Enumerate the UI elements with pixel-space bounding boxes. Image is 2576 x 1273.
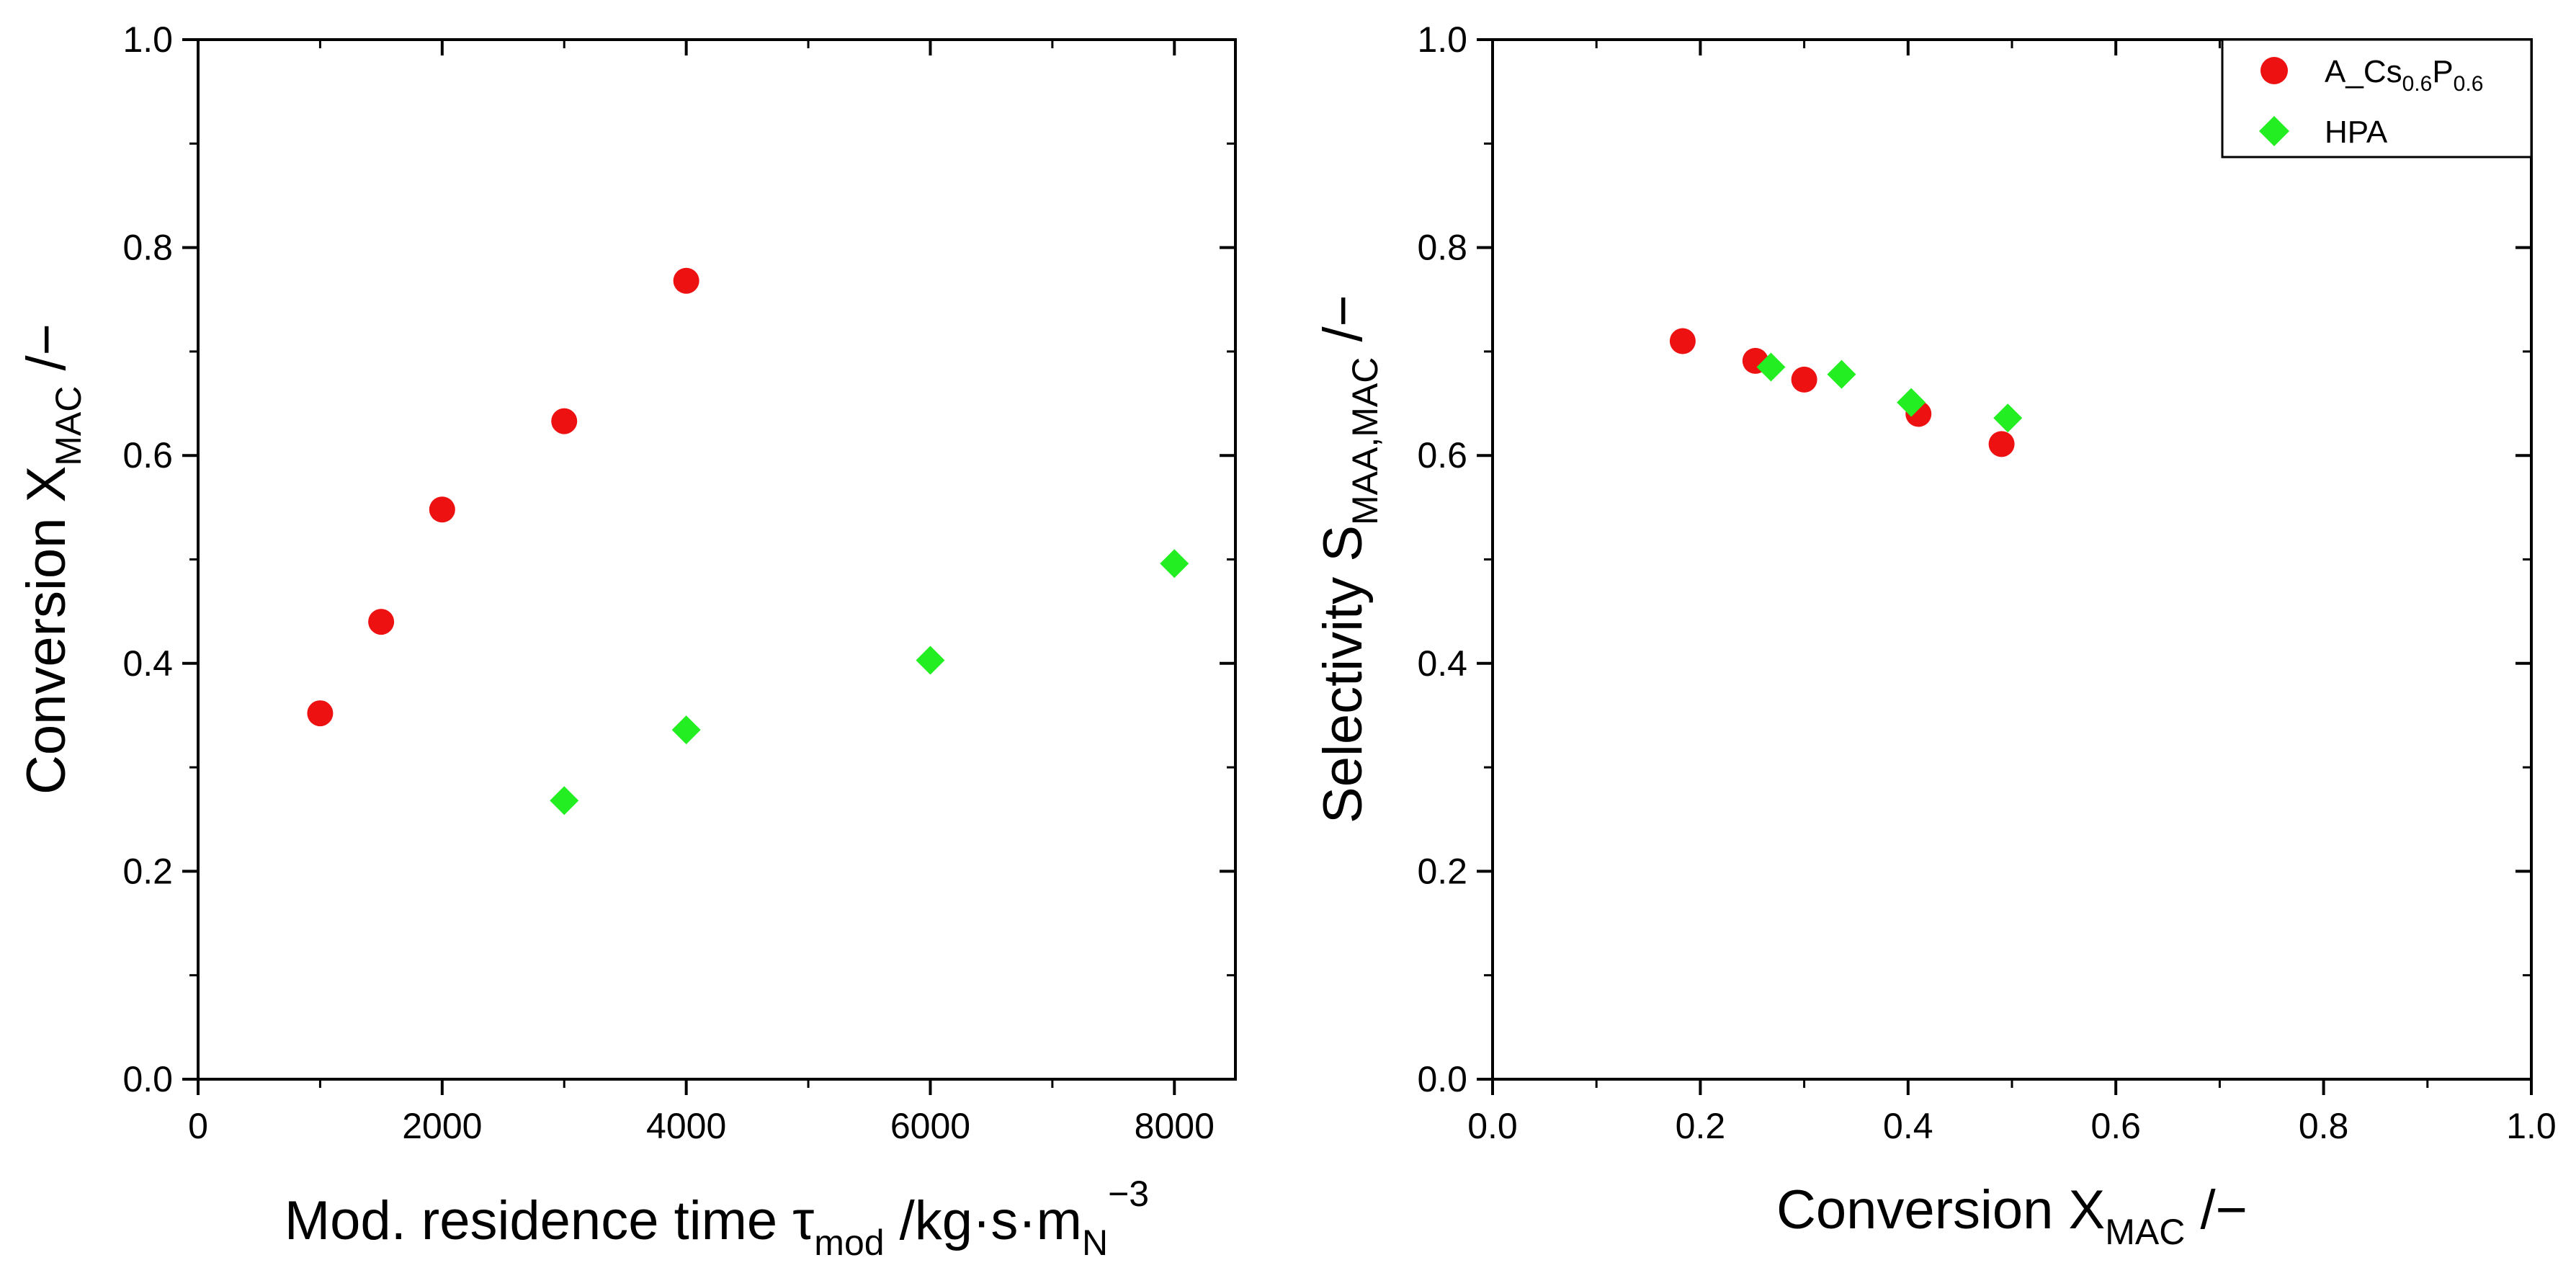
y-tick-label: 1.0 bbox=[1417, 19, 1467, 60]
data-point-hpa bbox=[1827, 359, 1856, 389]
x-tick-label: 0 bbox=[188, 1106, 208, 1146]
y-tick-label: 0.6 bbox=[122, 435, 173, 475]
y-tick-label: 0.8 bbox=[1417, 228, 1467, 268]
data-point-a-cs0-6p0-6 bbox=[1791, 366, 1817, 393]
x-tick-label: 4000 bbox=[646, 1106, 726, 1146]
axis-ticks bbox=[182, 38, 1235, 1095]
y-tick-label: 0.4 bbox=[1417, 643, 1467, 684]
y-tick-label: 0.0 bbox=[122, 1059, 173, 1099]
data-points bbox=[307, 267, 1189, 816]
x-tick-label: 2000 bbox=[402, 1106, 482, 1146]
data-point-hpa bbox=[671, 715, 701, 745]
legend-entry-hpa: HPA bbox=[2259, 115, 2388, 150]
x-tick-label: 0.0 bbox=[1467, 1106, 1518, 1146]
x-tick-labels: 0 2000 4000 6000 8000 bbox=[188, 1106, 1215, 1146]
data-point-a-cs0-6p0-6 bbox=[1669, 328, 1696, 354]
y-tick-label: 0.2 bbox=[1417, 851, 1467, 891]
legend-marker-diamond bbox=[2259, 116, 2289, 146]
x-axis-title: Conversion XMAC /− bbox=[1776, 1179, 2248, 1252]
data-point-a-cs0-6p0-6 bbox=[551, 408, 578, 434]
legend-label-a-cs: A_Cs0.6P0.6 bbox=[2325, 54, 2483, 96]
x-tick-label: 8000 bbox=[1135, 1106, 1215, 1146]
y-axis-title: Conversion XMAC /− bbox=[16, 323, 89, 795]
data-point-a-cs0-6p0-6 bbox=[368, 609, 395, 635]
data-point-hpa bbox=[1756, 352, 1786, 382]
x-tick-labels: 0.0 0.2 0.4 0.6 0.8 1.0 bbox=[1467, 1106, 2557, 1146]
x-tick-label: 1.0 bbox=[2506, 1106, 2557, 1146]
data-point-a-cs0-6p0-6 bbox=[673, 267, 699, 294]
data-points bbox=[1669, 328, 2023, 457]
data-point-hpa bbox=[1993, 403, 2023, 433]
data-point-hpa bbox=[1897, 388, 1926, 417]
conversion-vs-residence-time-chart: 0 2000 4000 6000 8000 0.0 0.2 0.4 0.6 0.8 1.0 Mod… bbox=[16, 19, 1237, 1263]
y-axis-title: Selectivity SMAA,MAC /− bbox=[1312, 295, 1385, 823]
x-axis-title: Mod. residence time τmod /kg·s·mN−3 bbox=[285, 1174, 1149, 1263]
selectivity-vs-conversion-chart: 0.0 0.2 0.4 0.6 0.8 1.0 0.0 0.2 0.4 0.6 0.8 1.0 Co… bbox=[1312, 19, 2557, 1252]
x-tick-label: 6000 bbox=[890, 1106, 970, 1146]
data-point-hpa bbox=[1160, 549, 1189, 579]
data-point-a-cs0-6p0-6 bbox=[1988, 431, 2015, 457]
legend-marker-circle bbox=[2260, 57, 2288, 84]
x-tick-label: 0.8 bbox=[2299, 1106, 2349, 1146]
x-tick-label: 0.4 bbox=[1883, 1106, 1933, 1146]
y-tick-label: 1.0 bbox=[122, 19, 173, 60]
data-point-hpa bbox=[550, 786, 579, 816]
data-point-a-cs0-6p0-6 bbox=[307, 700, 334, 727]
legend-label-hpa: HPA bbox=[2325, 115, 2388, 150]
legend: A_Cs0.6P0.6 HPA bbox=[2221, 38, 2533, 158]
y-tick-label: 0.4 bbox=[122, 643, 173, 684]
x-tick-label: 0.6 bbox=[2090, 1106, 2141, 1146]
data-point-a-cs0-6p0-6 bbox=[429, 496, 455, 523]
y-tick-label: 0.0 bbox=[1417, 1059, 1467, 1099]
y-tick-label: 0.6 bbox=[1417, 435, 1467, 475]
y-tick-labels: 0.0 0.2 0.4 0.6 0.8 1.0 bbox=[1417, 19, 1467, 1099]
y-tick-label: 0.8 bbox=[122, 228, 173, 268]
legend-entry-a-cs: A_Cs0.6P0.6 bbox=[2260, 54, 2483, 96]
y-tick-label: 0.2 bbox=[122, 851, 173, 891]
x-tick-label: 0.2 bbox=[1676, 1106, 1726, 1146]
data-point-hpa bbox=[916, 646, 945, 675]
y-tick-labels: 0.0 0.2 0.4 0.6 0.8 1.0 bbox=[122, 19, 173, 1099]
